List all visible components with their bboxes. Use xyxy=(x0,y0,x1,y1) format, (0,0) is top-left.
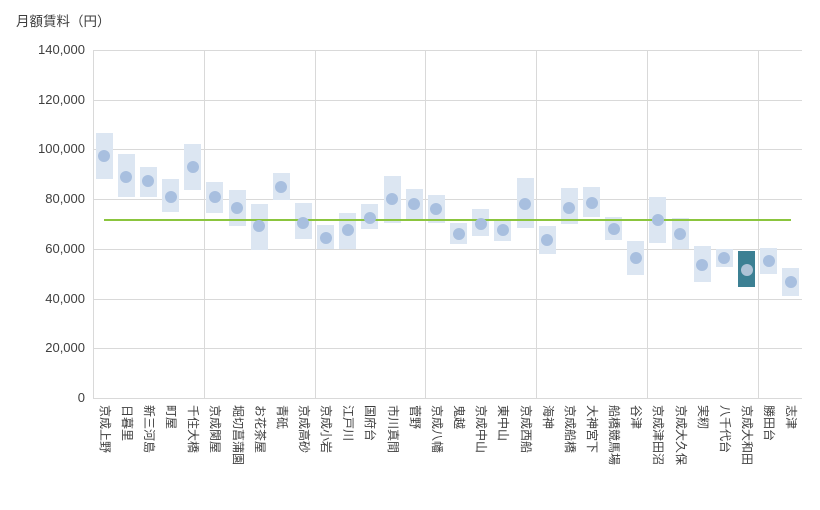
median-dot xyxy=(718,251,731,264)
x-tick-label: 京成小岩 xyxy=(319,405,334,454)
y-gridline xyxy=(93,298,802,300)
median-dot xyxy=(231,201,244,214)
y-tick-label: 140,000 xyxy=(38,42,85,57)
chart-title: 月額賃料（円） xyxy=(16,14,111,29)
x-tick-label: 海神 xyxy=(540,405,555,430)
median-dot xyxy=(319,231,332,244)
x-tick-label: 京成西船 xyxy=(518,405,533,454)
median-dot xyxy=(519,198,532,211)
x-tick-label: 八千代台 xyxy=(717,405,732,454)
median-dot xyxy=(120,170,133,183)
x-tick-label: 東中山 xyxy=(496,405,511,442)
median-dot xyxy=(674,227,687,240)
y-tick-label: 120,000 xyxy=(38,91,85,107)
x-tick-label: 京成高砂 xyxy=(296,405,311,454)
median-dot xyxy=(651,214,664,227)
median-dot xyxy=(363,211,376,224)
x-tick-label: 新三河島 xyxy=(141,405,156,454)
median-dot xyxy=(563,201,576,214)
x-tick-label: 国府台 xyxy=(363,405,378,442)
median-dot xyxy=(275,180,288,193)
x-tick-label: 京成大和田 xyxy=(740,405,755,466)
median-dot xyxy=(98,149,111,162)
median-dot xyxy=(740,263,753,276)
y-tick-label: 20,000 xyxy=(45,340,85,356)
x-gridline xyxy=(536,50,538,398)
x-tick-label: お花茶屋 xyxy=(252,405,267,454)
y-gridline xyxy=(93,99,802,101)
median-dot xyxy=(452,227,465,240)
y-tick-label: 0 xyxy=(77,390,85,405)
x-tick-label: 勝田台 xyxy=(762,405,777,442)
y-gridline xyxy=(93,199,802,201)
x-tick-label: 堀切菖蒲園 xyxy=(230,405,245,466)
x-tick-label: 船橋競馬場 xyxy=(607,405,622,466)
median-dot xyxy=(253,220,266,233)
median-dot xyxy=(142,174,155,187)
median-dot xyxy=(784,276,797,289)
x-gridline xyxy=(314,50,316,398)
x-tick-label: 江戸川 xyxy=(341,405,356,442)
x-tick-label: 実籾 xyxy=(695,405,710,430)
median-dot xyxy=(208,190,221,203)
average-line xyxy=(104,218,791,221)
median-dot xyxy=(297,216,310,229)
x-tick-label: 京成関屋 xyxy=(208,405,223,454)
median-dot xyxy=(585,196,598,209)
y-axis-line xyxy=(93,50,94,398)
median-dot xyxy=(541,234,554,247)
x-tick-label: 京成上野 xyxy=(97,405,112,454)
x-tick-label: 日暮里 xyxy=(119,405,134,442)
x-tick-label: 谷津 xyxy=(629,405,644,430)
median-dot xyxy=(408,198,421,211)
x-tick-label: 京成津田沼 xyxy=(651,405,666,466)
x-tick-label: 京成船橋 xyxy=(562,405,577,454)
median-dot xyxy=(629,251,642,264)
x-gridline xyxy=(203,50,205,398)
median-dot xyxy=(430,203,443,216)
y-tick-label: 40,000 xyxy=(45,290,85,306)
x-tick-label: 京成中山 xyxy=(474,405,489,454)
median-dot xyxy=(496,224,509,237)
median-dot xyxy=(386,193,399,206)
x-tick-label: 青砥 xyxy=(274,405,289,430)
median-dot xyxy=(164,190,177,203)
x-tick-label: 志津 xyxy=(784,405,799,430)
x-tick-label: 菅野 xyxy=(407,405,422,430)
x-tick-label: 大神宮下 xyxy=(585,405,600,454)
y-gridline xyxy=(93,348,802,350)
y-tick-label: 80,000 xyxy=(45,191,85,207)
y-gridline xyxy=(93,248,802,250)
median-dot xyxy=(474,218,487,230)
x-tick-label: 京成大久保 xyxy=(673,405,688,466)
median-dot xyxy=(186,160,199,173)
x-gridline xyxy=(646,50,648,398)
x-gridline xyxy=(757,50,759,398)
x-gridline xyxy=(425,50,427,398)
y-gridline xyxy=(93,398,802,399)
y-tick-label: 60,000 xyxy=(45,240,85,256)
median-dot xyxy=(762,255,775,268)
median-dot xyxy=(341,224,354,237)
x-tick-label: 鬼越 xyxy=(452,405,467,430)
x-tick-label: 千住大橋 xyxy=(186,405,201,454)
x-tick-label: 京成八幡 xyxy=(429,405,444,454)
median-dot xyxy=(607,222,620,235)
x-tick-label: 市川真間 xyxy=(385,405,400,454)
y-gridline xyxy=(93,149,802,151)
median-dot xyxy=(696,259,709,271)
y-tick-label: 100,000 xyxy=(38,141,85,157)
x-tick-label: 町屋 xyxy=(164,405,179,430)
y-gridline xyxy=(93,50,802,51)
